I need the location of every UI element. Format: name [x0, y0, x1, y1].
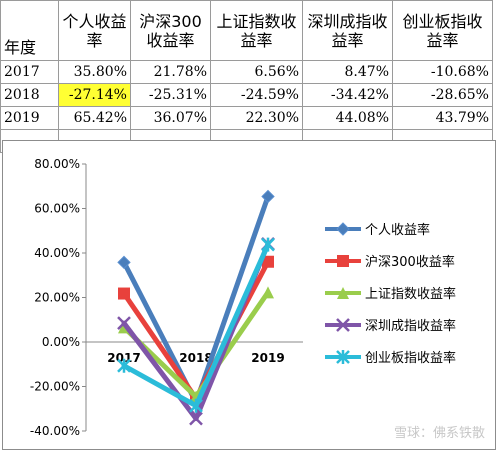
legend-marker: [336, 318, 350, 332]
cell-value[interactable]: 8.47%: [302, 60, 393, 84]
line-chart[interactable]: 80.00% 60.00% 40.00% 20.00% 0.00% -20.00% -40.…: [2, 140, 496, 450]
legend-marker: [337, 287, 349, 299]
legend-label: 创业板指收益率: [365, 350, 456, 366]
cell-value[interactable]: -34.42%: [302, 83, 393, 107]
cell-year[interactable]: 2019: [0, 106, 59, 130]
cell-value[interactable]: -10.68%: [392, 60, 493, 84]
x-tick-label: 2018: [179, 351, 212, 365]
x-tick-label: 2019: [251, 351, 284, 365]
y-tick-label: -20.00%: [30, 380, 80, 394]
cell-value[interactable]: 35.80%: [58, 60, 131, 84]
data-point: [262, 286, 274, 299]
cell-value[interactable]: 65.42%: [58, 106, 131, 130]
data-point: [189, 411, 203, 426]
header-shanghai[interactable]: 上证指数收益率: [210, 0, 303, 61]
cell-value[interactable]: -25.31%: [130, 83, 211, 107]
legend-marker: [336, 222, 350, 236]
x-tick-label: 2017: [107, 351, 140, 365]
y-tick-label: 20.00%: [34, 291, 80, 305]
cell-value[interactable]: 43.79%: [392, 106, 493, 130]
cell-value[interactable]: -28.65%: [392, 83, 493, 107]
cell-value[interactable]: 21.78%: [130, 60, 211, 84]
header-personal[interactable]: 个人收益率: [58, 0, 131, 61]
cell-value[interactable]: 22.30%: [210, 106, 303, 130]
legend-label: 沪深300收益率: [365, 254, 455, 270]
legend-marker: [336, 350, 350, 364]
data-point: [189, 398, 203, 413]
y-tick-label: 60.00%: [34, 202, 80, 216]
table-row: 2018 -27.14% -25.31% -24.59% -34.42% -28…: [0, 83, 493, 107]
y-tick-label: 40.00%: [34, 246, 80, 260]
cell-value[interactable]: 6.56%: [210, 60, 303, 84]
cell-value[interactable]: -24.59%: [210, 83, 303, 107]
cell-value-highlighted[interactable]: -27.14%: [58, 83, 131, 107]
header-year[interactable]: 年度: [0, 0, 59, 61]
cell-year[interactable]: 2017: [0, 60, 59, 84]
data-point: [262, 255, 274, 268]
data-point: [261, 237, 275, 252]
cell-value[interactable]: 36.07%: [130, 106, 211, 130]
cell-year[interactable]: 2018: [0, 83, 59, 107]
table-row: 2017 35.80% 21.78% 6.56% 8.47% -10.68%: [0, 60, 493, 84]
data-point: [118, 287, 130, 300]
returns-table: 年度 个人收益率 沪深300收益率 上证指数收益率 深圳成指收益率 创业板指收益…: [0, 0, 493, 153]
data-point: [117, 358, 131, 373]
y-tick-label: -40.00%: [30, 424, 80, 438]
spreadsheet: 年度 个人收益率 沪深300收益率 上证指数收益率 深圳成指收益率 创业板指收益…: [0, 0, 500, 153]
legend-label: 深圳成指收益率: [365, 318, 456, 334]
y-tick-label: 0.00%: [42, 335, 80, 349]
data-point: [117, 316, 131, 331]
header-shenzhen[interactable]: 深圳成指收益率: [302, 0, 393, 61]
header-row: 年度 个人收益率 沪深300收益率 上证指数收益率 深圳成指收益率 创业板指收益…: [0, 0, 493, 61]
watermark: 雪球：佛系铁散: [393, 426, 485, 441]
table-row: 2019 65.42% 36.07% 22.30% 44.08% 43.79%: [0, 106, 493, 130]
cell-value[interactable]: 44.08%: [302, 106, 393, 130]
header-chinext[interactable]: 创业板指收益率: [392, 0, 493, 61]
data-point: [261, 189, 275, 204]
header-hs300[interactable]: 沪深300收益率: [130, 0, 211, 61]
legend-label: 上证指数收益率: [365, 286, 456, 302]
chart-canvas: 80.00% 60.00% 40.00% 20.00% 0.00% -20.00% -40.…: [30, 157, 456, 438]
data-point: [117, 255, 131, 270]
legend-label: 个人收益率: [365, 222, 430, 238]
legend-marker: [337, 255, 349, 267]
y-tick-label: 80.00%: [34, 157, 80, 171]
